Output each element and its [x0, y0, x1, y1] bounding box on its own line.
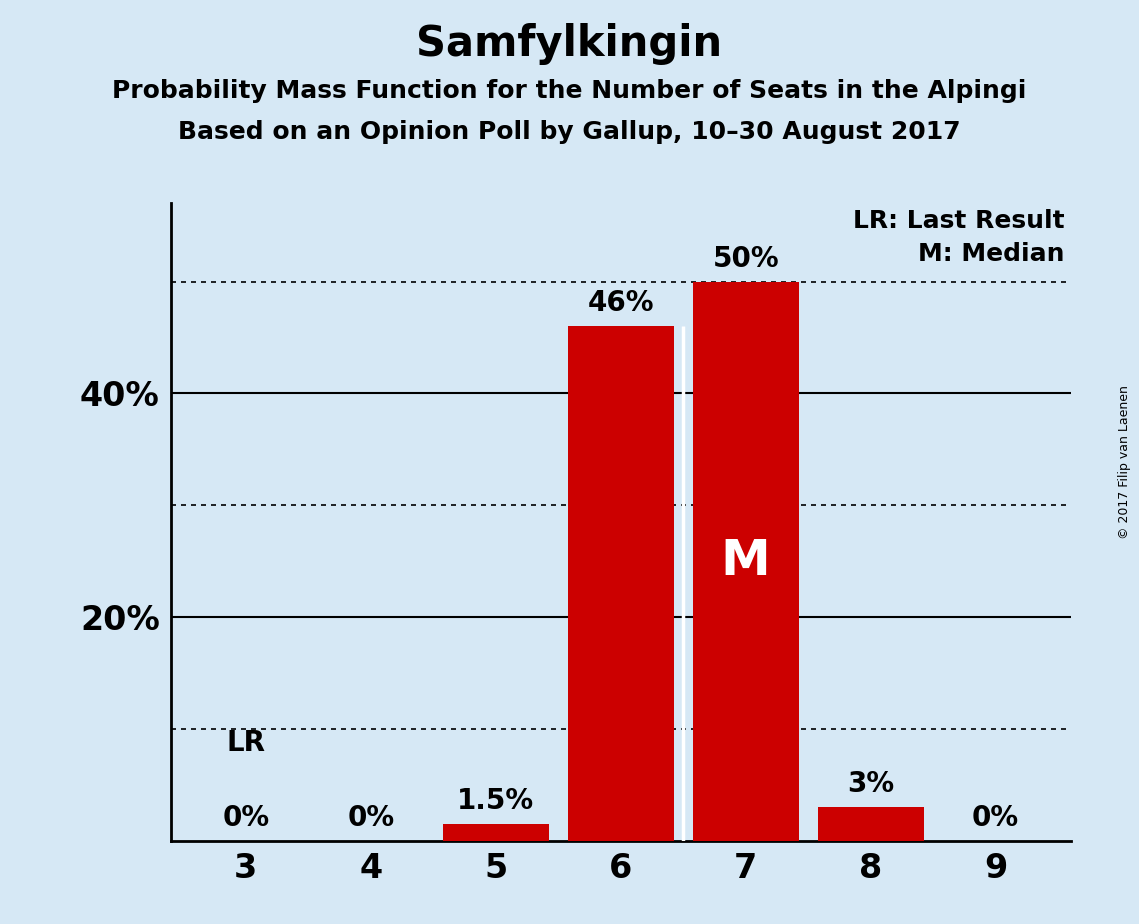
Bar: [818, 808, 924, 841]
Text: © 2017 Filip van Laenen: © 2017 Filip van Laenen: [1118, 385, 1131, 539]
Bar: [693, 282, 798, 841]
Text: LR: LR: [227, 729, 265, 757]
Text: Probability Mass Function for the Number of Seats in the Alpingi: Probability Mass Function for the Number…: [113, 79, 1026, 103]
Text: 1.5%: 1.5%: [457, 787, 534, 815]
Text: 3%: 3%: [847, 771, 894, 798]
Bar: [443, 824, 549, 841]
Text: Samfylkingin: Samfylkingin: [417, 23, 722, 65]
Text: 0%: 0%: [222, 804, 270, 832]
Text: Based on an Opinion Poll by Gallup, 10–30 August 2017: Based on an Opinion Poll by Gallup, 10–3…: [178, 120, 961, 144]
Text: 50%: 50%: [712, 245, 779, 273]
Text: 0%: 0%: [347, 804, 394, 832]
Text: M: Median: M: Median: [918, 242, 1065, 266]
Text: M: M: [721, 537, 771, 585]
Text: 46%: 46%: [588, 289, 654, 317]
Bar: [567, 326, 674, 841]
Text: LR: Last Result: LR: Last Result: [853, 209, 1065, 233]
Text: 0%: 0%: [972, 804, 1019, 832]
